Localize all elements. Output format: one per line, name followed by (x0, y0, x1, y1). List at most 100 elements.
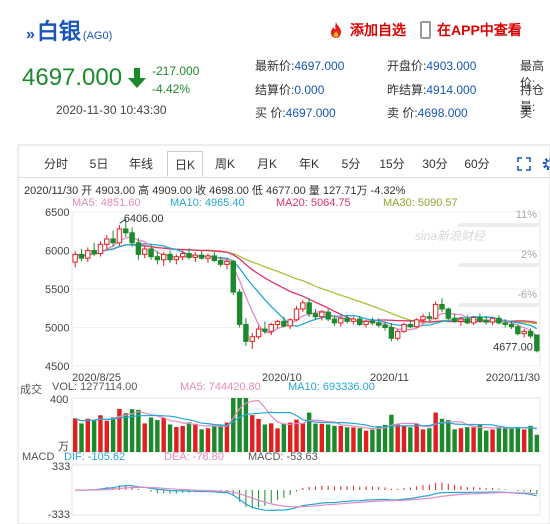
volume-bar (218, 424, 223, 452)
candle-body (129, 232, 135, 244)
volume-bar (174, 427, 179, 452)
candle-body (527, 330, 534, 337)
tab-7[interactable]: 5分 (341, 157, 361, 171)
volume-bar (496, 427, 502, 452)
candle-body (85, 250, 91, 259)
candle-body (287, 319, 293, 327)
header: » 白银 (AG0) 添加自选 在APP中查看 (0, 0, 550, 44)
volume-bar (256, 418, 261, 452)
quote-item: 卖 价:4698.000 (387, 104, 468, 121)
tab-0[interactable]: 分时 (43, 157, 68, 171)
quote-label: 昨结算: (387, 83, 427, 97)
volume-bar (395, 424, 400, 452)
tab-6[interactable]: 年K (298, 157, 319, 171)
quote-item: 最新价:4697.000 (255, 57, 344, 74)
volume-bar (363, 430, 369, 452)
volume-bar (193, 423, 198, 452)
ma30-line (75, 244, 537, 325)
volume-label: 成交 (20, 384, 42, 396)
volume-bar (325, 424, 331, 452)
candle-body (72, 253, 78, 263)
ma5-label: MA5: 4851.60 (72, 197, 141, 209)
quote-label: 持仓量: (520, 83, 545, 114)
tab-5[interactable]: 月K (256, 157, 277, 171)
volume-bar (414, 423, 419, 452)
candle-body (281, 320, 287, 327)
tab-9[interactable]: 30分 (422, 157, 448, 171)
candle-body (205, 255, 211, 259)
ma10-label: MA10: 4965.40 (170, 197, 245, 209)
vol-ma5-line (74, 399, 537, 430)
candle-body (179, 253, 186, 258)
volume-bar (408, 427, 413, 452)
fullscreen-icon[interactable] (517, 157, 531, 171)
candle-body (344, 317, 350, 322)
tab-2[interactable]: 年线 (128, 157, 153, 171)
candle-body (521, 330, 527, 335)
macd-y-bottom: -333 (48, 509, 70, 521)
tab-3[interactable]: 日K (167, 151, 203, 177)
volume-bar (509, 427, 514, 452)
pct-tick-label: -6% (517, 289, 537, 301)
tab-10[interactable]: 60分 (464, 157, 490, 171)
volume-bar (313, 423, 318, 452)
volume-bar (136, 409, 141, 452)
add-favorite-button[interactable]: 添加自选 (328, 20, 406, 40)
tab-8[interactable]: 15分 (379, 157, 405, 171)
candle-body (325, 311, 331, 320)
last-price: 4697.000 (22, 64, 123, 91)
quote-item: 买 (520, 104, 532, 121)
quote-item: 昨结算:4914.000 (387, 81, 476, 98)
candle-body (445, 308, 452, 319)
tab-1[interactable]: 5日 (89, 157, 109, 171)
volume-bar (332, 425, 337, 452)
candle-body (331, 318, 338, 324)
quote-value: 4697.000 (294, 59, 345, 73)
vol-ma10-line (74, 411, 537, 429)
quote-label: 结算价: (255, 83, 295, 97)
volume-bar (376, 426, 381, 452)
candle-body (502, 322, 508, 325)
volume-bar (477, 425, 483, 452)
candle-body (160, 253, 167, 261)
y-tick-label: 5500 (45, 284, 69, 296)
candle-body (262, 328, 268, 332)
pct-tick-label: 2% (521, 249, 537, 261)
gear-icon[interactable] (541, 156, 550, 172)
tab-4[interactable]: 周K (214, 157, 235, 171)
watermark: sina新浪财经 (415, 229, 487, 243)
volume-bar (231, 398, 236, 452)
candle-body (123, 228, 129, 234)
quote-label: 开盘价: (387, 59, 427, 73)
quote-value: 4914.000 (426, 83, 477, 97)
candle-body (110, 238, 116, 244)
candle-body (470, 316, 477, 324)
candle-body (167, 253, 173, 261)
volume-bar (306, 412, 312, 452)
max-label: 6406.00 (124, 213, 164, 225)
volume-bar (344, 427, 350, 452)
volume-bar (167, 424, 173, 452)
volume-bar (433, 412, 438, 452)
volume-bar (275, 428, 280, 452)
candle-body (464, 318, 470, 324)
candle-body (154, 256, 161, 261)
volume-bar (439, 418, 445, 452)
volume-bar (205, 428, 211, 452)
quote-label: 卖 价: (387, 106, 418, 120)
quote-item: 持仓量: (520, 81, 550, 115)
quote-label: 最高价: (520, 59, 545, 90)
view-in-app-button[interactable]: 在APP中查看 (420, 20, 522, 40)
candle-body (211, 255, 218, 262)
candle-body (186, 253, 192, 258)
macd-title: MACD (22, 451, 55, 463)
y-tick-label: 6000 (45, 246, 69, 258)
candle-body (515, 326, 521, 335)
volume-bar (534, 434, 540, 452)
min-label: 4677.00 (493, 341, 533, 353)
ma20-line (75, 244, 537, 324)
volume-bar (287, 422, 293, 452)
volume-bar (199, 429, 204, 452)
symbol-code: (AG0) (82, 30, 113, 42)
candle-body (91, 250, 97, 255)
